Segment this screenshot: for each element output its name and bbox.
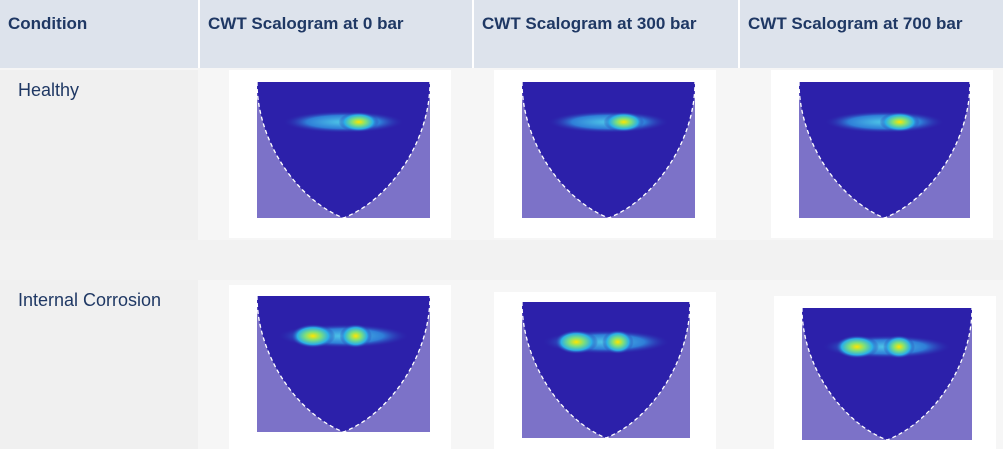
spacer-row [0, 240, 1003, 280]
scalogram [522, 82, 695, 218]
header-cell: Condition [0, 0, 200, 68]
header-cell: CWT Scalogram at 0 bar [200, 0, 474, 68]
scalogram [802, 308, 972, 440]
header-cell: CWT Scalogram at 300 bar [474, 0, 740, 68]
header-cell: CWT Scalogram at 700 bar [740, 0, 1003, 68]
row-label: Internal Corrosion [0, 280, 198, 449]
page: Condition CWT Scalogram at 0 bar CWT Sca… [0, 0, 1003, 449]
scalogram [257, 82, 430, 218]
scalogram [257, 296, 430, 432]
scalogram [799, 82, 970, 218]
row-label: Healthy [0, 70, 198, 240]
scalogram [522, 302, 690, 438]
